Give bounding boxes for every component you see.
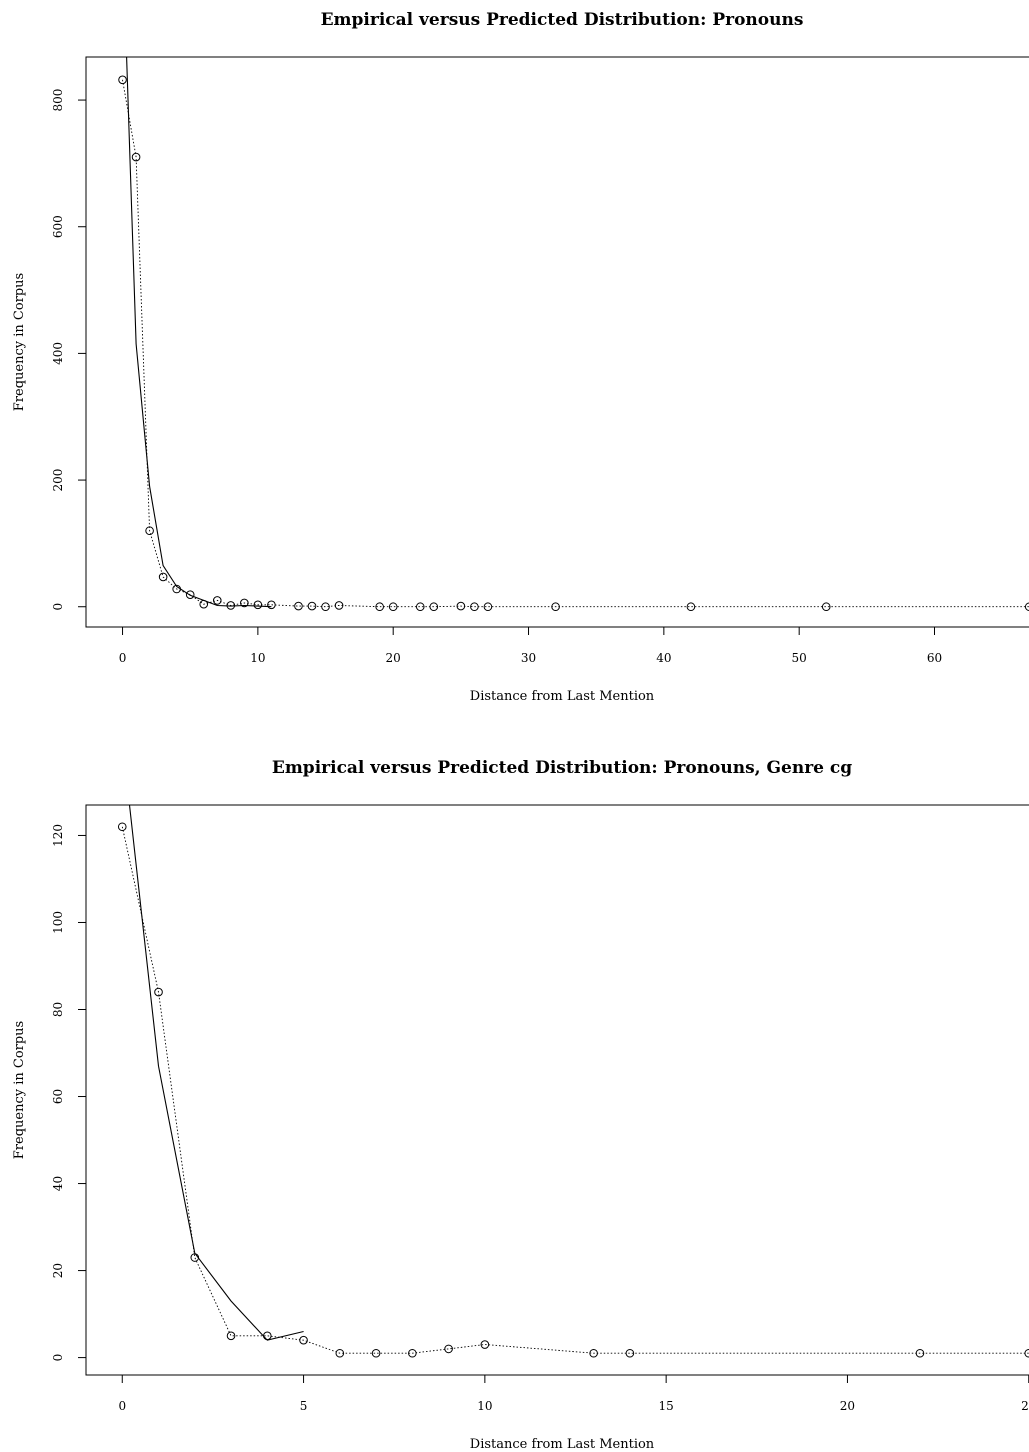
data-point	[408, 1348, 417, 1358]
y-tick-label: 120	[51, 824, 65, 847]
chart-pronouns-genre-cg: Empirical versus Predicted Distribution:…	[12, 758, 1029, 1452]
data-point	[1024, 602, 1029, 612]
chart-pronouns: Empirical versus Predicted Distribution:…	[12, 10, 1029, 704]
data-point	[118, 75, 127, 85]
x-tick-label: 20	[840, 1399, 855, 1413]
data-point	[456, 601, 466, 611]
data-point	[117, 822, 127, 832]
x-tick-label: 50	[792, 651, 807, 665]
predicted-series-line	[128, 805, 304, 1341]
plot-area	[118, 57, 1029, 612]
data-point	[388, 602, 398, 612]
data-point	[429, 602, 439, 612]
plot-frame	[85, 804, 1029, 1376]
x-tick-label: 30	[521, 651, 536, 665]
x-tick-label: 10	[250, 651, 265, 665]
x-axis-label: Distance from Last Mention	[470, 1437, 655, 1452]
y-tick-label: 800	[51, 89, 65, 112]
data-point	[480, 1340, 490, 1349]
x-tick-label: 0	[118, 1399, 126, 1413]
data-point	[444, 1344, 453, 1354]
y-tick-label: 400	[51, 342, 65, 365]
data-point	[589, 1348, 598, 1358]
x-axis: 0 5 10 15 20 25	[118, 1374, 1029, 1413]
plot-area	[117, 805, 1029, 1358]
data-point	[334, 601, 344, 610]
y-tick-label: 100	[51, 911, 65, 934]
y-tick-label: 20	[51, 1263, 65, 1278]
x-tick-label: 10	[477, 1399, 492, 1413]
chart-title: Empirical versus Predicted Distribution:…	[321, 10, 804, 30]
data-point	[154, 987, 163, 997]
x-tick-label: 0	[119, 651, 127, 665]
data-point	[821, 602, 831, 612]
x-axis: 0 10 20 30 40 50 60	[119, 626, 942, 665]
data-point	[294, 601, 303, 611]
data-point	[240, 598, 249, 608]
empirical-series-line	[121, 826, 1029, 1354]
data-point	[145, 526, 154, 536]
predicted-series-line	[126, 57, 272, 608]
y-tick-label: 80	[51, 1002, 65, 1017]
y-axis: 0 200 400 600 800	[51, 89, 87, 611]
data-point	[686, 602, 696, 612]
data-point	[625, 1348, 635, 1358]
data-point	[131, 152, 141, 162]
data-point	[267, 600, 276, 610]
x-tick-label: 15	[659, 1399, 674, 1413]
y-axis-label: Frequency in Corpus	[12, 1021, 27, 1159]
data-point	[415, 602, 425, 612]
x-tick-label: 60	[927, 651, 942, 665]
empirical-series-line	[122, 79, 1029, 608]
y-tick-label: 0	[51, 603, 65, 611]
data-point	[226, 1331, 236, 1341]
plot-frame	[85, 56, 1029, 628]
data-point	[321, 602, 330, 612]
x-tick-label: 25	[1021, 1399, 1029, 1413]
data-point	[371, 1348, 381, 1358]
y-tick-label: 40	[51, 1176, 65, 1191]
data-point	[915, 1348, 925, 1358]
y-axis-label: Frequency in Corpus	[12, 273, 27, 411]
y-tick-label: 0	[51, 1354, 65, 1362]
chart-title: Empirical versus Predicted Distribution:…	[272, 758, 852, 778]
data-point	[158, 572, 168, 582]
y-axis: 0 20 40 60 80 100 120	[51, 824, 87, 1362]
x-tick-label: 20	[386, 651, 401, 665]
x-axis-label: Distance from Last Mention	[470, 689, 655, 704]
data-point	[335, 1348, 345, 1358]
y-tick-label: 60	[51, 1089, 65, 1104]
data-point	[185, 590, 195, 600]
x-tick-label: 5	[300, 1399, 308, 1413]
x-tick-label: 40	[656, 651, 671, 665]
data-point	[299, 1335, 308, 1345]
data-point	[212, 596, 222, 605]
data-point	[551, 602, 560, 612]
data-point	[375, 602, 384, 612]
y-tick-label: 200	[51, 469, 65, 492]
data-point	[307, 601, 317, 611]
data-point	[470, 602, 479, 612]
data-point	[253, 600, 263, 610]
y-tick-label: 600	[51, 215, 65, 238]
data-point	[483, 602, 493, 612]
